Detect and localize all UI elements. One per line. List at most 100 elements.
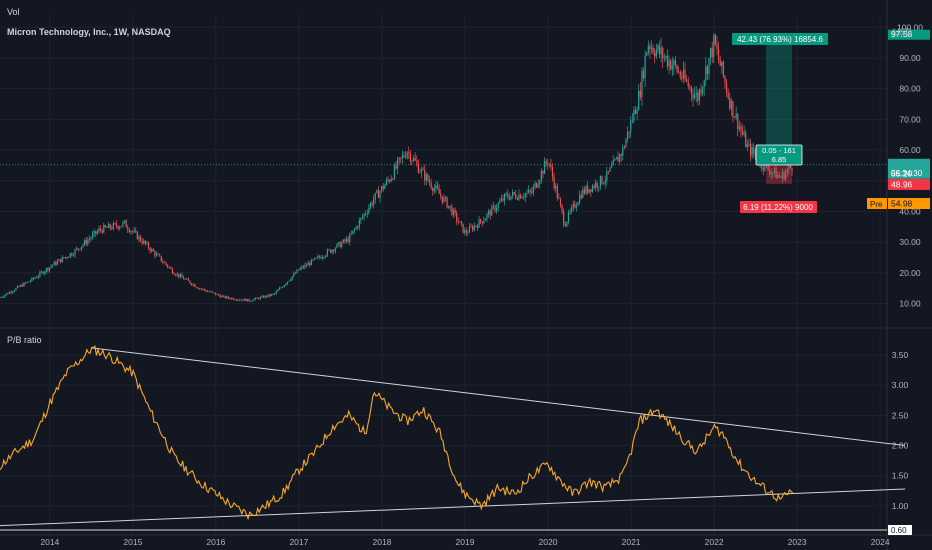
candle-down [417,159,419,174]
candle-up [31,277,33,282]
symbol-label[interactable]: Micron Technology, Inc., 1W, NASDAQ [7,27,171,37]
candle-body [660,47,662,55]
candle-body [631,120,633,122]
candle-body [579,194,581,203]
candle-body [662,47,664,59]
candle-up [698,88,701,106]
candle-up [69,253,71,259]
candle-up [713,32,715,64]
candle-down [194,283,196,287]
candle-body [131,231,134,232]
candle-body [714,34,716,45]
candle-body [521,197,523,199]
candle-up [76,246,78,251]
candle-body [221,296,223,298]
candle-down [559,197,562,208]
candle-down [382,182,384,192]
candle-down [344,238,346,245]
candle-body [401,155,404,158]
candle-body [666,56,669,67]
candle-body [280,287,282,289]
candle-body [111,228,113,229]
candle-up [626,126,629,143]
candle-body [214,292,217,295]
candle-down [77,248,79,252]
candle-up [103,222,105,234]
candle-body [95,231,97,234]
candle-body [609,167,611,172]
candle-body [472,226,474,230]
candle-down [481,221,483,227]
candle-up [80,246,83,252]
candle-down [371,200,373,207]
candle-body [665,56,667,58]
time-axis-label: 2016 [206,537,225,547]
candle-body [229,298,231,299]
candle-body [173,273,175,275]
candle-up [585,184,587,195]
candle-body [50,266,52,268]
candle-body [443,197,445,203]
candle-body [259,297,261,300]
candle-body [222,295,225,297]
position-profit-zone [766,34,792,165]
candle-up [23,281,25,287]
candle-down [700,84,702,97]
candle-body [764,162,766,171]
candle-up [770,168,772,180]
time-axis-label: 2014 [40,537,59,547]
candle-down [377,186,380,199]
candle-body [63,257,65,259]
candle-body [644,55,646,79]
candle-up [603,182,605,185]
candle-down [722,60,724,79]
candle-body [436,185,439,189]
candle-down [347,236,349,244]
candle-up [647,40,649,56]
candle-down [416,155,418,167]
candle-up [743,125,745,138]
pb-floor-tag-bg [888,525,912,535]
candle-up [176,271,178,278]
candle-body [194,284,196,287]
candle-up [615,156,617,160]
candle-down [208,290,210,293]
candle-down [191,282,193,286]
candle-up [277,289,279,292]
candle-up [28,281,30,283]
candle-body [232,298,234,300]
candle-body [130,231,132,233]
candle-down [106,225,108,228]
candle-up [376,189,378,194]
candle-body [267,294,269,297]
time-axis-label: 2021 [622,537,641,547]
candle-body [347,238,349,243]
candle-down [262,295,265,299]
candle-up [82,243,84,249]
candle-body [574,203,576,208]
candle-down [441,196,443,205]
candle-up [361,213,364,220]
candle-down [508,192,510,201]
candle-down [266,295,268,299]
candle-body [626,131,629,140]
candle-up [58,258,60,262]
candle-body [23,282,25,287]
candle-down [623,144,625,150]
candle-body [398,157,400,160]
candle-body [567,212,570,222]
candle-up [40,270,43,274]
indicator-title[interactable]: P/B ratio [7,335,42,345]
candle-down [711,41,713,64]
candle-down [676,64,678,75]
candle-body [211,291,213,293]
candle-body [464,230,466,233]
candle-body [64,257,67,259]
candle-down [620,153,622,162]
candle-down [580,190,582,200]
candle-down [438,183,440,194]
candle-body [256,297,258,299]
candle-body [352,230,354,234]
target-price-tag-bg [888,29,930,40]
